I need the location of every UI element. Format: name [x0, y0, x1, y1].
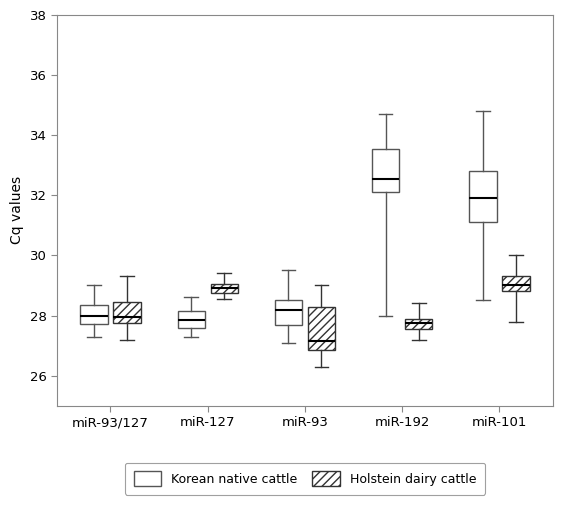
PathPatch shape: [113, 302, 141, 323]
PathPatch shape: [308, 307, 335, 350]
PathPatch shape: [178, 311, 205, 328]
PathPatch shape: [469, 171, 496, 223]
PathPatch shape: [80, 305, 108, 324]
PathPatch shape: [211, 284, 238, 293]
PathPatch shape: [405, 318, 432, 329]
Y-axis label: Cq values: Cq values: [10, 176, 24, 244]
PathPatch shape: [502, 276, 530, 292]
PathPatch shape: [372, 149, 399, 192]
Legend: Korean native cattle, Holstein dairy cattle: Korean native cattle, Holstein dairy cat…: [125, 462, 485, 494]
PathPatch shape: [275, 301, 302, 324]
